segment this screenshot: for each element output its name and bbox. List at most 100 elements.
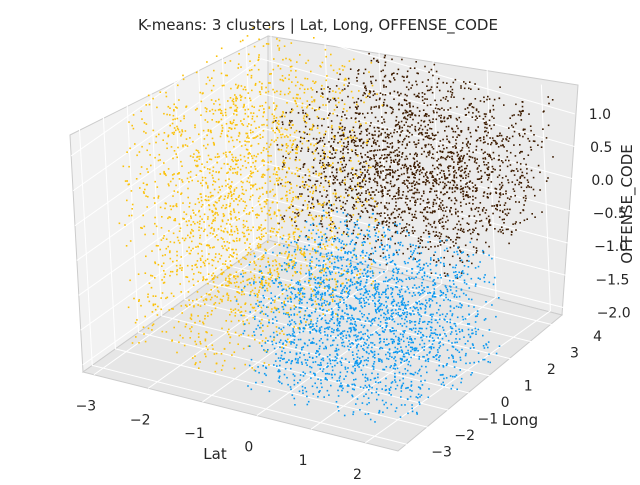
data-point [225,114,227,117]
data-point [222,152,225,155]
data-point [494,187,497,190]
data-point [455,142,458,145]
data-point [405,121,407,124]
data-point [301,106,303,109]
data-point [314,266,317,269]
data-point [191,228,193,231]
data-point [426,104,429,107]
data-point [455,176,458,179]
data-point [254,168,257,170]
data-point [208,293,210,296]
data-point [393,72,395,74]
data-point [350,262,352,264]
data-point [288,233,291,236]
data-point [257,200,260,203]
data-point [467,223,470,225]
data-point [231,153,233,156]
data-point [464,82,467,85]
data-point [453,174,456,176]
data-point [475,109,478,112]
data-point [389,261,392,264]
data-point [468,187,470,189]
data-point [428,154,430,156]
data-point [360,210,363,212]
data-point [393,79,396,81]
data-point [185,220,188,223]
data-point [269,236,272,238]
data-point [242,347,245,350]
data-point [340,138,343,141]
data-point [407,114,409,117]
data-point [241,123,243,125]
data-point [498,200,500,203]
data-point [370,158,373,160]
data-point [350,134,352,137]
data-point [262,159,264,161]
data-point [129,147,131,150]
data-point [396,131,398,133]
data-point [380,172,382,174]
data-point [205,182,208,185]
data-point [275,307,277,310]
data-point [236,87,239,89]
data-point [469,188,471,190]
data-point [246,73,249,76]
data-point [144,233,146,236]
data-point [456,236,458,239]
data-point [275,277,277,280]
data-point [283,215,286,217]
data-point [475,149,477,151]
data-point [412,232,414,234]
data-point [238,319,240,322]
data-point [366,156,369,158]
data-point [303,226,306,229]
data-point [220,132,223,135]
data-point [321,317,323,319]
data-point [381,191,383,193]
data-point [158,133,160,136]
data-point [330,157,332,159]
data-point [406,270,408,272]
data-point [226,135,229,138]
data-point [128,121,130,123]
data-point [395,192,398,194]
data-point [243,118,245,120]
data-point [288,341,291,343]
data-point [330,137,333,140]
data-point [183,344,186,347]
data-point [271,113,274,116]
data-point [290,219,293,222]
data-point [279,364,281,367]
data-point [496,176,499,178]
data-point [428,89,431,92]
data-point [475,115,477,118]
data-point [189,236,191,239]
data-point [380,212,382,214]
data-point [428,232,431,235]
data-point [522,174,524,177]
data-point [204,317,206,320]
data-point [235,300,238,302]
data-point [469,196,471,198]
data-point [312,152,315,155]
data-point [451,155,453,158]
data-point [229,233,231,236]
data-point [267,150,269,153]
data-point [247,251,250,254]
data-point [374,177,376,180]
data-point [364,305,366,307]
data-point [455,117,458,120]
data-point [215,234,218,236]
data-point [432,74,434,77]
data-point [463,87,466,90]
data-point [290,314,292,316]
data-point [332,162,334,164]
data-point [131,124,133,127]
data-point [410,341,412,344]
data-point [435,181,437,184]
data-point [412,105,414,108]
data-point [378,230,380,233]
data-point [200,296,203,298]
data-point [476,178,479,180]
data-point [442,144,444,147]
